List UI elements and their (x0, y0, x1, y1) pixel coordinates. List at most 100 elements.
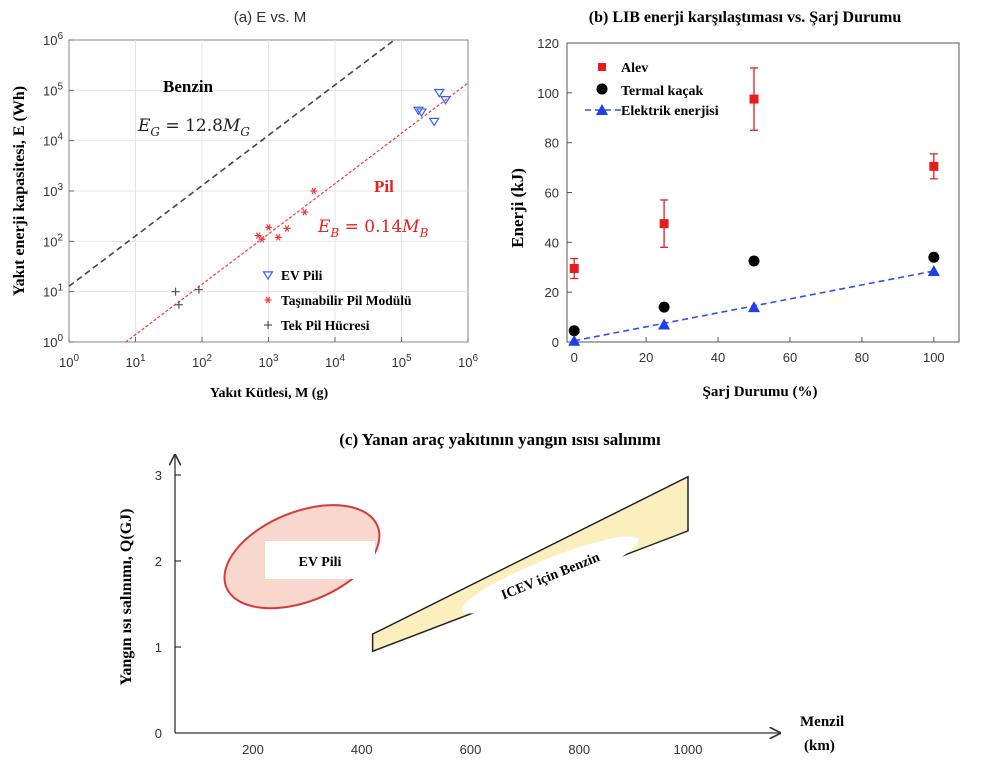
panel-a-grid (68, 39, 469, 343)
panel-b-legend: Alev Termal kaçak Elektrik enerjisi (585, 61, 719, 119)
pil-modulu-point-stroke (275, 234, 281, 241)
legend-pil-modulu-marker-stroke (265, 296, 271, 304)
panel-b-x-tick: 40 (711, 350, 725, 365)
panel-a-title: (a) E vs. M (234, 9, 307, 26)
ev-pili-point (415, 108, 428, 118)
alev-marker (569, 263, 579, 273)
panel-a-y-tick: 106 (43, 31, 63, 48)
panel-c-ylabel: Yangın ısı salınımı, Q(GJ) (118, 509, 135, 686)
panel-a-y-tick: 104 (43, 132, 63, 149)
panel-a-tick-labels: 100 101 102 103 104 105 106 100 101 102 103 104 105 1… (43, 31, 478, 370)
pil-equation: EB = 0.14MB (317, 217, 429, 240)
alev-marker (749, 94, 759, 104)
elektrik-enerjisi-point (748, 301, 761, 313)
legend-b-label-0: Alev (621, 61, 648, 76)
legend-alev-marker (598, 63, 606, 71)
panel-c-y-tick: 3 (155, 468, 162, 483)
panel-b-xlabel: Şarj Durumu (%) (703, 384, 818, 400)
panel-b-x-tick: 0 (571, 350, 578, 365)
panel-b-title: (b) LIB enerji karşılaştıması vs. Şarj D… (589, 9, 902, 26)
panel-a-x-tick: 105 (391, 353, 411, 370)
benzin-label: Benzin (163, 77, 214, 96)
pil-modulu-point (301, 208, 309, 216)
panel-c: (c) Yanan araç yakıtının yangın ısısı sa… (118, 430, 844, 757)
pil-hucresi-point (171, 287, 180, 296)
panel-b-x-tick: 100 (923, 350, 945, 365)
pil-modulu-point-stroke (284, 225, 290, 232)
alev-marker (929, 161, 939, 171)
ev-pili-point (428, 117, 440, 127)
panel-a-y-tick: 102 (43, 232, 63, 249)
termal-kacak-point (748, 255, 760, 267)
panel-b-y-tick: 120 (537, 36, 559, 51)
pil-modulu-point-stroke (302, 208, 307, 216)
pil-modulu-point-stroke (259, 235, 265, 243)
panel-a-x-tick: 101 (125, 353, 145, 370)
pil-modulu-point-stroke (255, 232, 261, 239)
pil-modulu-point-stroke (266, 223, 271, 231)
alev-point (659, 199, 669, 248)
icev-label-bg (461, 536, 639, 614)
panel-b-y-tick: 0 (552, 335, 559, 350)
panel-a-xlabel: Yakıt Kütlesi, M (g) (210, 386, 329, 401)
ev-pili-label: EV Pili (299, 555, 342, 570)
panel-c-x-tick: 400 (351, 742, 373, 757)
panel-a-x-tick: 106 (458, 353, 478, 370)
pil-modulu-point (258, 235, 266, 243)
pil-modulu-point (310, 187, 318, 195)
panel-c-xlabel-1: Menzil (800, 714, 844, 730)
panel-a-y-tick: 100 (43, 333, 63, 350)
pil-modulu-point (283, 225, 291, 232)
elektrik-enerjisi-point (568, 334, 581, 346)
alev-point (929, 153, 939, 180)
legend-a-label-0: EV Pili (281, 268, 323, 283)
alev-marker (659, 219, 669, 229)
legend-b-label-2: Elektrik enerjisi (621, 104, 719, 119)
pil-hucresi-point (194, 285, 203, 294)
panel-c-x-tick: 600 (460, 742, 482, 757)
panel-b-plot-area (566, 42, 960, 343)
panel-b-y-tick: 80 (545, 136, 559, 151)
pil-hucresi-point (174, 300, 183, 309)
panel-a-y-tick: 103 (43, 182, 63, 199)
panel-a-fit-lines (68, 39, 469, 343)
panel-b-x-tick: 60 (783, 350, 797, 365)
panel-a-x-tick: 104 (325, 353, 345, 370)
termal-kacak-point (928, 251, 940, 263)
pil-label: Pil (374, 177, 394, 196)
legend-elektrik-marker (596, 104, 608, 115)
pil-modulu-point (254, 232, 262, 239)
panel-c-x-tick: 200 (242, 742, 264, 757)
icev-benzin-region (371, 475, 689, 653)
panel-c-x-tick: 1000 (674, 742, 703, 757)
panel-b-y-tick: 60 (545, 186, 559, 201)
ev-pili-label-bg (265, 541, 375, 579)
legend-pil-hucresi-marker (264, 321, 272, 329)
ev-pili-point (412, 106, 425, 116)
panel-b-x-tick: 20 (639, 350, 653, 365)
panel-a-ylabel: Yakıt enerji kapasitesi, E (Wh) (11, 86, 28, 296)
panel-a-y-tick: 101 (43, 283, 63, 300)
panel-c-y-tick: 2 (155, 554, 162, 569)
panel-c-x-tick: 800 (568, 742, 590, 757)
panel-a-x-tick: 100 (59, 353, 79, 370)
termal-kacak-point (568, 325, 580, 337)
ev-pili-point (439, 96, 452, 105)
pil-modulu-point-stroke (311, 187, 317, 195)
panel-c-y-tick: 0 (155, 726, 162, 741)
panel-a: (a) E vs. M 100 101 102 103 104 105 106 100 101 1… (11, 9, 478, 401)
legend-termal-marker (596, 83, 608, 95)
legend-a-label-1: Taşınabilir Pil Modülü (281, 293, 412, 308)
legend-a-label-2: Tek Pil Hücresi (281, 318, 370, 333)
termal-kacak-point (658, 301, 670, 313)
elektrik-enerjisi-point (927, 264, 940, 276)
pil-modulu-point (265, 223, 272, 231)
panel-b-y-tick: 20 (545, 285, 559, 300)
panel-a-y-tick: 105 (43, 81, 63, 98)
panel-a-x-tick: 102 (192, 353, 212, 370)
panel-b-ylabel: Enerji (kJ) (508, 168, 527, 248)
legend-b-label-1: Termal kaçak (621, 84, 704, 99)
legend-ev-pili-marker (262, 271, 274, 281)
panel-c-tick-labels: 200 400 600 800 1000 0 1 2 3 (155, 468, 703, 757)
